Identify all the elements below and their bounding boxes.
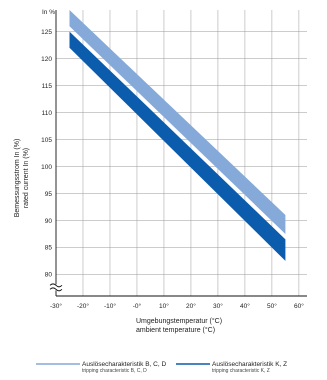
x-tick-label: 40° — [240, 302, 250, 310]
y-axis-title-en: rated current In (%) — [23, 148, 30, 208]
y-tick-label: 85 — [45, 245, 53, 252]
y-tick-label: 125 — [41, 29, 52, 36]
band-bcd — [69, 10, 286, 234]
axes — [49, 10, 307, 297]
x-tick-label: 30° — [213, 302, 223, 310]
band-kz — [69, 31, 286, 261]
legend-sublabel-kz: tripping characteristic K, Z — [212, 368, 270, 374]
x-tick-label: -0° — [133, 302, 142, 310]
y-tick-label: 90 — [45, 218, 53, 225]
x-tick-label: -30° — [50, 302, 62, 310]
y-tick-label: 80 — [45, 272, 53, 279]
legend-label-bcd: Auslösecharakteristik B, C, D — [82, 361, 166, 368]
y-axis-title-de: Bemessungsstrom In (%) — [14, 139, 21, 218]
y-unit-label: In % — [42, 9, 55, 16]
axis-break-mark — [49, 283, 63, 288]
x-tick-label: 60° — [294, 302, 304, 310]
x-tick-labels: -30° -20° -10° -0° 10° 20° 30° 40° 50° 60° — [50, 302, 304, 310]
x-axis-title-en: ambient temperature (°C) — [136, 326, 215, 334]
axis-break-mark — [49, 287, 63, 292]
y-tick-label: 95 — [45, 191, 53, 198]
x-tick-label: -10° — [104, 302, 116, 310]
chart-bands — [69, 10, 286, 261]
legend-label-kz: Auslösecharakteristik K, Z — [212, 361, 287, 368]
y-tick-label: 120 — [41, 56, 52, 63]
x-tick-label: 20° — [186, 302, 196, 310]
y-tick-labels: 80 85 90 95 100 105 110 115 120 125 — [41, 29, 52, 279]
legend-sublabel-bcd: tripping characteristic B, C, D — [82, 368, 147, 374]
x-axis-title-de: Umgebungstemperatur (°C) — [136, 317, 222, 325]
y-tick-label: 105 — [41, 137, 52, 144]
x-tick-label: 10° — [159, 302, 169, 310]
legend: Auslösecharakteristik B, C, D tripping c… — [36, 361, 287, 374]
y-tick-label: 115 — [42, 83, 53, 90]
x-tick-label: -20° — [77, 302, 89, 310]
y-tick-label: 100 — [41, 164, 52, 171]
x-tick-label: 50° — [267, 302, 277, 310]
y-tick-label: 110 — [42, 110, 53, 117]
